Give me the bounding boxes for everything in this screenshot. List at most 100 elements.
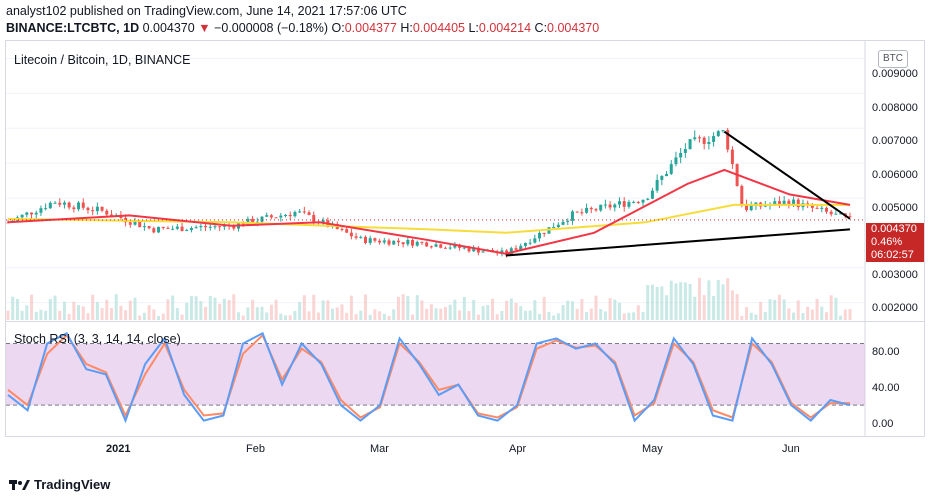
volume-bar (255, 307, 259, 320)
volume-bar (439, 308, 443, 320)
candle-body (683, 149, 687, 153)
candle-body (368, 238, 372, 243)
candle-body (161, 226, 165, 228)
volume-bar (312, 294, 316, 320)
volume-bar (669, 280, 673, 320)
candle-body (538, 232, 542, 239)
candle-body (349, 232, 353, 237)
candle-body (128, 222, 132, 225)
rsi-panel[interactable] (5, 322, 925, 437)
candle-body (632, 201, 636, 203)
volume-bar (411, 314, 415, 320)
candle-body (646, 198, 650, 200)
candle-body (363, 236, 367, 243)
volume-bar (561, 305, 565, 320)
x-tick: Jun (782, 443, 800, 455)
footer-brand: TradingView (34, 477, 111, 492)
candle-body (608, 204, 612, 208)
candle-body (241, 223, 245, 226)
volume-bar (48, 298, 52, 320)
candle-body (443, 247, 447, 249)
volume-bar (15, 298, 19, 320)
volume-bar (839, 315, 843, 320)
volume-bar (594, 295, 598, 320)
candle-body (773, 201, 777, 205)
volume-bar (81, 306, 85, 320)
candle-body (420, 241, 424, 243)
candle-body (354, 236, 358, 238)
candle-body (453, 244, 457, 248)
volume-bar (632, 312, 636, 320)
candle-body (820, 207, 824, 209)
price-panel[interactable] (5, 40, 925, 322)
candle-body (514, 248, 518, 250)
candle-body (636, 201, 640, 203)
volume-bar (293, 310, 297, 320)
volume-bar (213, 297, 217, 320)
x-tick: Feb (246, 443, 265, 455)
candle-body (697, 137, 701, 139)
y-tick-price: 0.009000 (872, 68, 918, 80)
volume-bar (425, 308, 429, 320)
volume-bar (505, 300, 509, 320)
y-tick-price: 0.005000 (872, 202, 918, 214)
volume-bar (359, 310, 363, 320)
volume-bar (420, 300, 424, 320)
currency-badge[interactable]: BTC (878, 50, 908, 68)
volume-bar (298, 302, 302, 320)
candle-body (218, 226, 222, 228)
volume-bar (655, 286, 659, 320)
candle-body (650, 190, 654, 199)
volume-bar (787, 308, 791, 320)
candle-body (157, 226, 161, 233)
volume-bar (378, 311, 382, 320)
candle-body (142, 226, 146, 228)
volume-bar (697, 277, 701, 320)
candle-body (669, 164, 673, 174)
rsi-panel-title: Stoch RSI (3, 3, 14, 14, close) (14, 332, 181, 346)
volume-bar (848, 309, 852, 320)
volume-bar (575, 308, 579, 320)
y-tick-price: 0.007000 (872, 135, 918, 147)
candle-body (171, 228, 175, 230)
volume-bar (382, 313, 386, 320)
volume-bar (556, 313, 560, 320)
volume-bar (674, 283, 678, 320)
volume-bar (373, 309, 377, 320)
volume-bar (222, 298, 226, 320)
candle-body (382, 240, 386, 243)
volume-bar (6, 310, 10, 320)
volume-bar (782, 299, 786, 320)
volume-bar (547, 311, 551, 320)
candle-body (204, 226, 208, 228)
candle-body (95, 206, 99, 212)
candle-body (824, 207, 828, 212)
candle-body (411, 240, 415, 246)
candle-body (509, 248, 513, 255)
volume-bar (810, 309, 814, 320)
candle-body (782, 200, 786, 205)
volume-bar (95, 301, 99, 320)
candle-body (265, 215, 269, 217)
candle-body (425, 242, 429, 247)
candle-body (500, 250, 504, 254)
candle-body (552, 227, 556, 229)
candle-body (133, 221, 137, 225)
volume-bar (321, 300, 325, 320)
volume-bar (218, 303, 222, 320)
y-tick-price: 0.002000 (872, 302, 918, 314)
volume-bar (815, 298, 819, 320)
volume-bar (175, 308, 179, 320)
candle-body (712, 136, 716, 142)
slow-ma-line (7, 203, 850, 234)
volume-bar (208, 295, 212, 320)
stoch-k-line (7, 331, 851, 424)
volume-bar (495, 314, 499, 320)
volume-bar (824, 312, 828, 320)
candle-body (406, 240, 410, 245)
volume-bar (39, 309, 43, 320)
volume-bar (801, 313, 805, 320)
volume-bar (72, 301, 76, 320)
candle-body (392, 240, 396, 245)
